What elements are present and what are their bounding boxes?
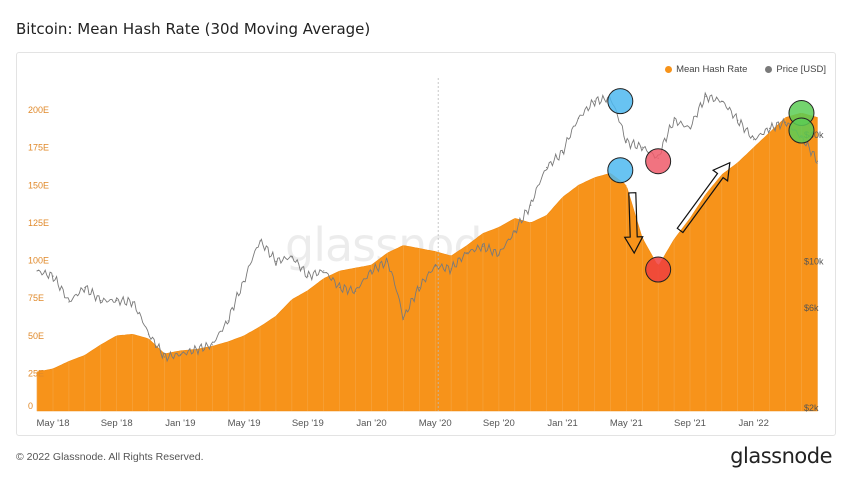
x-tick-label: Sep '19: [292, 418, 324, 429]
annotation-circle: [607, 88, 634, 115]
price-point: [147, 333, 150, 335]
x-tick-label: Jan '21: [547, 418, 577, 429]
y-right-tick-label: $10k: [804, 256, 824, 266]
y-left-tick-label: 0: [28, 401, 33, 411]
price-point: [737, 119, 739, 121]
y-left-tick-label: 25E: [28, 368, 44, 378]
price-point: [307, 275, 309, 277]
x-tick-label: Sep '20: [483, 418, 515, 429]
price-point: [466, 252, 468, 254]
price-point: [132, 301, 134, 303]
price-point: [514, 231, 516, 233]
legend-swatch-price: [765, 66, 773, 73]
price-point: [84, 286, 86, 289]
price-point: [784, 121, 787, 123]
price-point: [562, 151, 564, 154]
x-tick-label: Jan '20: [356, 418, 386, 429]
x-tick-label: Jan '19: [165, 418, 195, 429]
price-point: [323, 270, 325, 272]
glassnode-logo: glassnode: [730, 444, 832, 468]
price-point: [68, 301, 70, 303]
price-point: [275, 260, 277, 262]
x-tick-label: May '18: [37, 418, 70, 429]
hash-rate-area: [36, 112, 818, 412]
y-left-tick-label: 150E: [28, 180, 49, 190]
trend-arrow: [623, 192, 644, 255]
price-point: [625, 141, 627, 143]
price-point: [721, 100, 723, 102]
y-right-tick-label: $40k: [804, 130, 824, 140]
price-point: [370, 270, 373, 272]
price-point: [116, 299, 118, 302]
price-point: [52, 275, 54, 277]
annotation-circle: [645, 148, 672, 175]
y-left-tick-label: 50E: [28, 331, 44, 341]
price-point: [434, 265, 436, 267]
price-point: [498, 253, 500, 255]
annotation-circle: [607, 157, 634, 184]
price-point: [577, 117, 580, 119]
price-point: [546, 166, 548, 169]
price-point: [291, 256, 293, 258]
copyright-footer: © 2022 Glassnode. All Rights Reserved.: [16, 451, 204, 463]
y-left-tick-label: 200E: [28, 105, 49, 115]
legend-swatch-hash: [665, 66, 673, 73]
price-point: [816, 160, 819, 162]
price-point: [402, 318, 404, 320]
annotation-circle: [645, 256, 672, 283]
price-point: [163, 356, 166, 358]
x-tick-label: May '20: [419, 418, 452, 429]
price-point: [36, 270, 38, 272]
y-right-tick-label: $6k: [804, 303, 819, 313]
chart-title: Bitcoin: Mean Hash Rate (30d Moving Aver…: [16, 20, 371, 38]
price-point: [641, 146, 643, 148]
price-point: [339, 286, 341, 289]
x-tick-label: May '19: [228, 418, 261, 429]
price-point: [100, 299, 102, 302]
y-left-tick-label: 125E: [28, 218, 49, 228]
trend-arrow: [676, 161, 731, 234]
price-point: [211, 344, 213, 346]
price-point: [386, 260, 389, 262]
x-tick-label: Jan '22: [739, 418, 769, 429]
price-point: [354, 290, 357, 292]
legend-item-price[interactable]: Price [USD]: [765, 64, 826, 75]
price-point: [418, 286, 420, 289]
price-point: [673, 119, 675, 121]
y-left-tick-label: 75E: [28, 293, 44, 303]
price-point: [179, 353, 181, 356]
price-point: [769, 127, 771, 130]
y-right-tick-label: $2k: [804, 403, 819, 413]
annotation-circle: [788, 117, 815, 144]
y-left-tick-label: 175E: [28, 143, 49, 153]
price-point: [482, 245, 484, 247]
legend: Mean Hash Rate Price [USD]: [665, 64, 826, 75]
price-point: [227, 320, 229, 322]
y-left-tick-label: 100E: [28, 256, 49, 266]
price-point: [753, 139, 755, 141]
price-point: [259, 240, 261, 242]
price-point: [450, 268, 452, 270]
price-point: [243, 281, 245, 283]
price-line: [36, 91, 818, 363]
price-point: [195, 348, 197, 351]
x-tick-label: Sep '21: [674, 418, 706, 429]
price-point: [593, 100, 596, 102]
price-point: [530, 204, 532, 206]
price-point: [705, 95, 707, 98]
x-tick-label: Sep '18: [101, 418, 133, 429]
legend-label-hash: Mean Hash Rate: [676, 64, 748, 75]
legend-item-hash[interactable]: Mean Hash Rate: [665, 64, 747, 75]
x-tick-label: May '21: [610, 418, 643, 429]
legend-label-price: Price [USD]: [776, 64, 826, 75]
price-point: [689, 127, 691, 130]
